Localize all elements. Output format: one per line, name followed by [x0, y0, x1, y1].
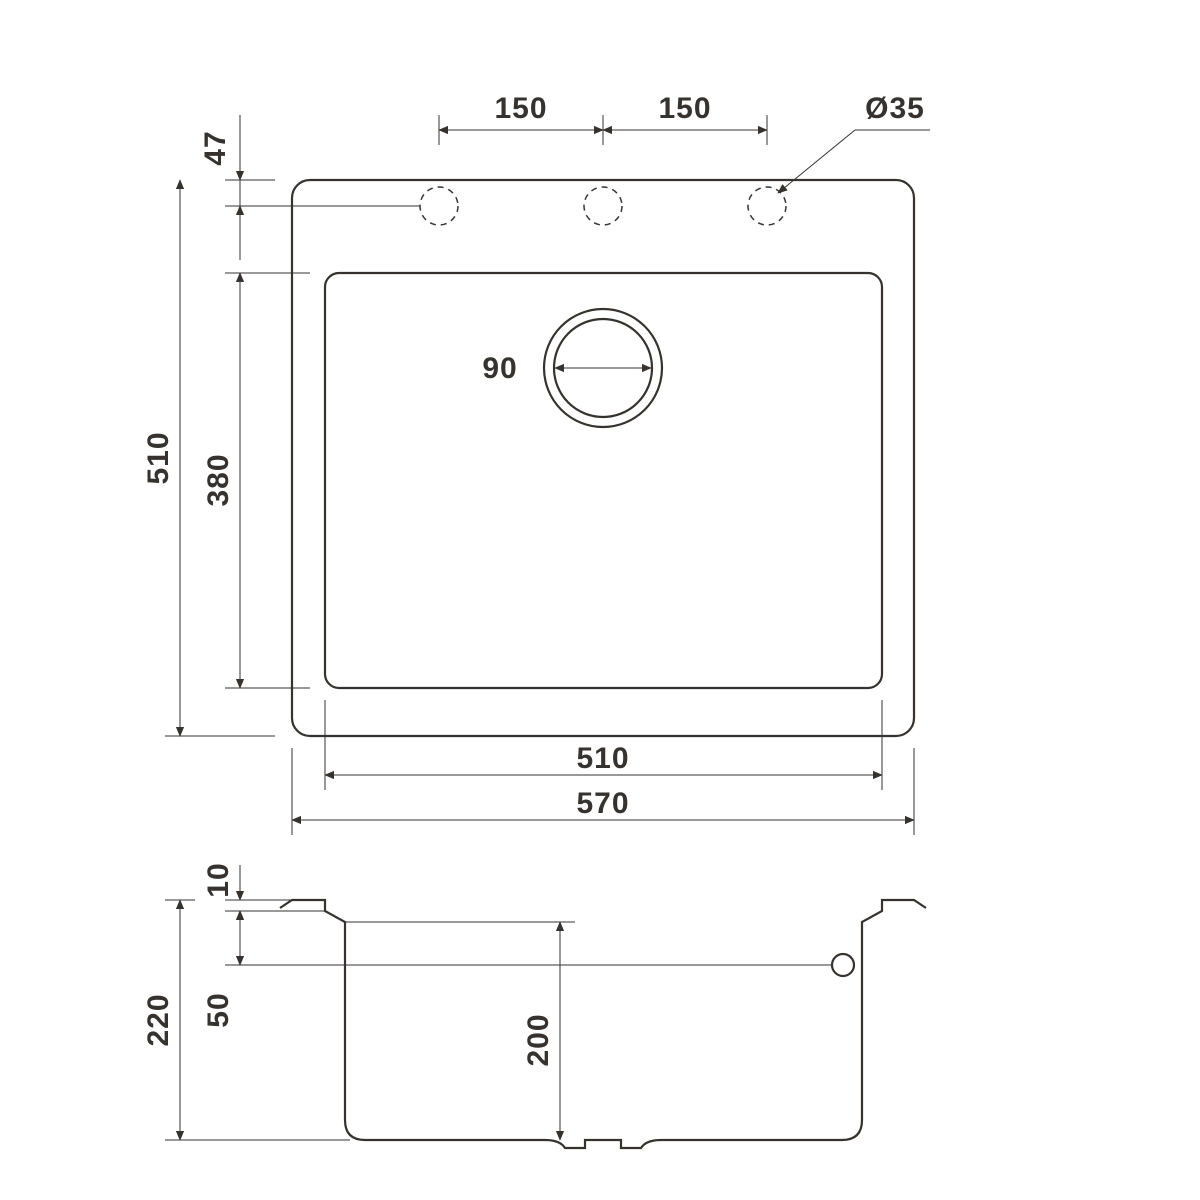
dim-510h: 510	[576, 742, 629, 775]
dim-35: Ø35	[865, 92, 925, 125]
drain-hole	[544, 309, 662, 427]
dim-220-label: 220	[142, 993, 175, 1046]
dim-380: 380	[202, 453, 235, 506]
sink-outer-rim	[292, 180, 914, 736]
dim-200-label: 200	[522, 1013, 555, 1066]
dim-47: 47	[199, 115, 420, 260]
dim-hole-diameter: Ø35	[778, 92, 930, 193]
section-view: 10 50 220 200	[142, 862, 926, 1148]
tap-hole-3	[748, 187, 786, 225]
tap-hole-2	[584, 187, 622, 225]
sink-bowl	[325, 273, 882, 688]
dim-47-label: 47	[199, 130, 232, 165]
dim-150b: 150	[658, 92, 711, 125]
dim-220: 220	[142, 900, 350, 1140]
technical-drawing: 90 150 150 Ø35 47	[0, 0, 1200, 1200]
dim-left-380: 380	[202, 273, 310, 688]
dim-50: 50	[202, 911, 330, 1028]
overflow-hole	[832, 954, 854, 976]
dim-10: 10	[202, 862, 325, 946]
tap-hole-1	[420, 187, 458, 225]
dim-10-label: 10	[202, 862, 235, 897]
dim-200: 200	[345, 922, 575, 1140]
dim-510v: 510	[142, 431, 175, 484]
section-outline	[280, 900, 926, 1148]
dim-drain-90: 90	[482, 352, 517, 385]
dim-50-label: 50	[202, 992, 235, 1027]
dim-top-row: 150 150	[439, 92, 767, 145]
dim-150a: 150	[494, 92, 547, 125]
top-view: 90 150 150 Ø35 47	[142, 92, 930, 835]
dim-570: 570	[576, 787, 629, 820]
dim-bottom-510: 510	[325, 700, 882, 790]
